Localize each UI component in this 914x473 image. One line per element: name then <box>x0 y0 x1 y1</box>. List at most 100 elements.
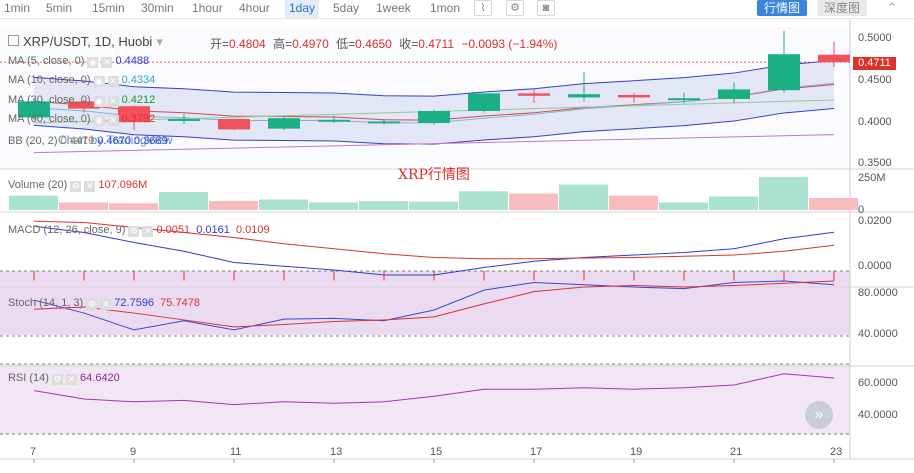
change-value: −0.0093 (−1.94%) <box>461 37 558 51</box>
rsi-tick: 60.0000 <box>858 377 898 389</box>
volume-bar <box>759 177 808 210</box>
price-tick: 0.5000 <box>858 32 892 44</box>
line-chart-icon[interactable]: ⌇ <box>474 0 492 16</box>
stoch-tick: 80.0000 <box>858 287 898 299</box>
depth-view-button[interactable]: 深度图 <box>817 0 867 16</box>
candle-body <box>818 54 850 63</box>
stoch-d-value: 75.7478 <box>160 297 200 309</box>
volume-bar <box>559 184 608 210</box>
eye-icon[interactable]: ◉ <box>93 115 105 126</box>
timeframe-1week[interactable]: 1week <box>376 1 411 15</box>
close-icon[interactable]: ✕ <box>100 299 112 310</box>
volume-bar <box>359 201 408 210</box>
close-value: 0.4711 <box>418 37 455 51</box>
candle-body <box>568 94 600 98</box>
stoch-band <box>0 271 850 335</box>
chart-view-button[interactable]: 行情图 <box>757 0 807 16</box>
chevron-down-icon[interactable]: ▾ <box>156 34 163 49</box>
close-icon[interactable]: ✕ <box>84 181 96 192</box>
timeframe-1mon[interactable]: 1mon <box>430 1 461 15</box>
timeframe-1hour[interactable]: 1hour <box>192 1 223 15</box>
scroll-to-latest-button[interactable]: » <box>805 401 833 429</box>
volume-legend[interactable]: Volume (20) ⚙ ✕ 107.096M <box>8 179 147 192</box>
candle-body <box>18 101 50 118</box>
x-tick-label: 23 <box>830 446 843 458</box>
macd-signal-value: 0.0161 <box>196 224 230 236</box>
close-icon[interactable]: ✕ <box>107 115 119 126</box>
volume-tick: 0 <box>858 204 865 216</box>
volume-name: Volume (20) <box>8 179 68 191</box>
volume-value: 107.096M <box>98 179 148 191</box>
timeframe-1day[interactable]: 1day <box>285 0 320 18</box>
ma30-value: 0.4212 <box>121 94 156 106</box>
settings-icon[interactable]: ⚙ <box>86 299 98 310</box>
close-icon[interactable]: ✕ <box>65 374 77 385</box>
tradingview-watermark: Chart by TradingView <box>58 133 173 147</box>
settings-gear-icon[interactable]: ⚙ <box>506 0 524 16</box>
ma10-name: MA (10, close, 0) <box>8 74 91 86</box>
last-price-tag: 0.4711 <box>853 57 896 70</box>
timeframe-toolbar: 1min 5min 15min 30min 1hour 4hour 1day 5day 1wee… <box>0 0 914 19</box>
eye-icon[interactable]: ◉ <box>93 76 105 87</box>
volume-bar <box>209 201 258 210</box>
ma5-legend[interactable]: MA (5, close, 0) ◉ ✕ 0.4488 <box>8 55 149 68</box>
symbol-title-text: XRP/USDT, 1D, Huobi <box>23 34 153 49</box>
candle-body <box>118 106 150 123</box>
candle-body <box>618 95 650 98</box>
timeframe-30min[interactable]: 30min <box>141 1 174 15</box>
eye-icon[interactable]: ◉ <box>87 57 99 68</box>
ma30-legend[interactable]: MA (30, close, 0) ◉ ✕ 0.4212 <box>8 94 155 107</box>
bollinger-upper-line <box>33 59 835 97</box>
candle-body <box>718 89 750 99</box>
collapse-icon[interactable] <box>8 35 19 46</box>
macd-name: MACD (12, 26, close, 9) <box>8 224 126 236</box>
low-value: 0.4650 <box>355 37 392 51</box>
x-tick-label: 7 <box>30 446 37 458</box>
volume-bar <box>609 195 658 210</box>
timeframe-1min[interactable]: 1min <box>4 1 31 15</box>
macd-legend[interactable]: MACD (12, 26, close, 9) ⚙ ✕ 0.0051 0.0161 … <box>8 224 270 237</box>
ma10-legend[interactable]: MA (10, close, 0) ◉ ✕ 0.4334 <box>8 74 155 87</box>
ma5-value: 0.4488 <box>115 55 150 67</box>
candle-body <box>168 119 200 121</box>
close-icon[interactable]: ✕ <box>142 226 154 237</box>
close-icon[interactable]: ✕ <box>107 96 119 107</box>
macd-tick: 0.0200 <box>858 215 892 227</box>
candle-body <box>368 121 400 124</box>
macd-value: 0.0051 <box>156 224 191 236</box>
bollinger-lower-line <box>33 107 835 145</box>
stoch-name: Stoch (14, 1, 3) <box>8 297 84 309</box>
x-tick-label: 21 <box>730 446 743 458</box>
bb-legend[interactable]: BB (20, 2) 0.4479 0.4670 0.3689 <box>8 135 168 148</box>
screenshot-icon[interactable]: ◙ <box>537 0 555 16</box>
macd-hist-value: 0.0109 <box>236 224 270 236</box>
fullscreen-icon[interactable]: ⌃ <box>886 0 898 15</box>
bb-name: BB (20, 2) <box>8 135 58 147</box>
rsi-value: 64.6420 <box>80 372 120 384</box>
open-value: 0.4804 <box>229 37 266 51</box>
settings-icon[interactable]: ⚙ <box>128 226 140 237</box>
rsi-legend[interactable]: RSI (14) ⚙ ✕ 64.6420 <box>8 372 120 385</box>
eye-icon[interactable]: ◉ <box>93 96 105 107</box>
trading-chart[interactable] <box>0 19 914 473</box>
stoch-k-value: 72.7596 <box>114 297 155 309</box>
settings-icon[interactable]: ⚙ <box>51 374 63 385</box>
settings-icon[interactable]: ⚙ <box>70 181 82 192</box>
stoch-d-line <box>33 280 835 328</box>
candle-body <box>68 101 100 109</box>
timeframe-15min[interactable]: 15min <box>92 1 125 15</box>
stoch-legend[interactable]: Stoch (14, 1, 3) ⚙ ✕ 72.7596 75.7478 <box>8 297 200 310</box>
timeframe-5min[interactable]: 5min <box>46 1 73 15</box>
ma60-legend[interactable]: MA (60, close, 0) ◉ ✕ 0.3792 <box>8 113 155 126</box>
timeframe-4hour[interactable]: 4hour <box>239 1 270 15</box>
ma-line <box>33 134 835 154</box>
ma5-name: MA (5, close, 0) <box>8 55 85 67</box>
bb-middle-value: 0.4670 <box>97 135 131 147</box>
timeframe-5day[interactable]: 5day <box>333 1 360 15</box>
macd-signal-line <box>33 220 835 260</box>
x-tick-label: 19 <box>630 446 643 458</box>
close-icon[interactable]: ✕ <box>101 57 113 68</box>
ma60-value: 0.3792 <box>121 113 156 125</box>
price-tick: 0.4500 <box>858 74 892 86</box>
close-icon[interactable]: ✕ <box>107 76 119 87</box>
